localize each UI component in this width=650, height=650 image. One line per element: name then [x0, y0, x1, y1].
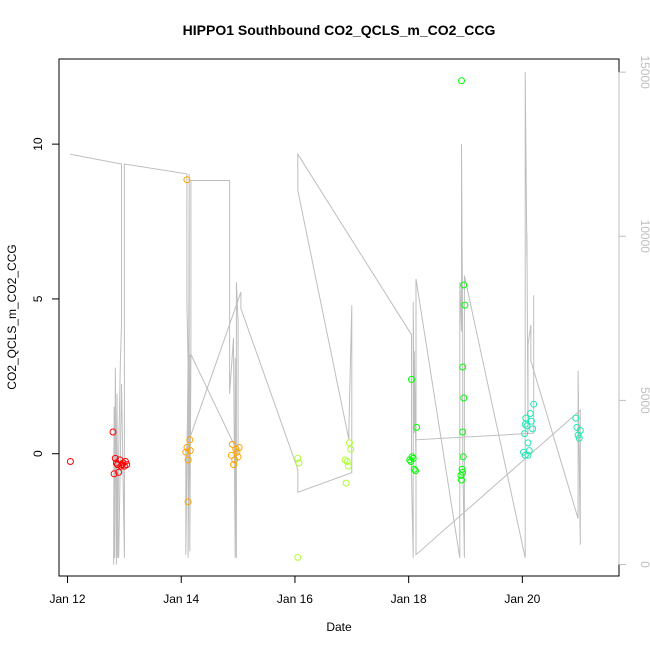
data-point: [413, 423, 421, 431]
data-point: [524, 439, 532, 447]
right-y-axis: 0 5000 10000 15000: [618, 55, 650, 568]
data-point: [342, 479, 350, 487]
data-point: [186, 436, 194, 444]
data-point: [115, 468, 123, 476]
data-point: [122, 458, 129, 465]
data-point: [186, 447, 194, 455]
data-point: [530, 400, 538, 408]
data-point: [294, 553, 302, 561]
data-point: [347, 445, 355, 453]
right-y-tick-label: 5000: [638, 387, 650, 414]
data-point: [522, 414, 530, 422]
data-point: [460, 394, 468, 402]
y-tick-label: 0: [31, 450, 45, 457]
data-point: [109, 428, 117, 436]
data-point: [523, 422, 531, 430]
data-point: [526, 410, 534, 417]
data-point: [521, 451, 529, 459]
y-axis-label: CO2_QCLS_m_CO2_CCG: [5, 244, 19, 389]
right-y-tick-label: 10000: [638, 220, 650, 254]
data-point: [408, 375, 415, 383]
data-point: [521, 430, 529, 438]
data-point: [459, 468, 467, 476]
data-point: [524, 451, 532, 459]
data-point: [343, 458, 351, 465]
data-point: [409, 454, 417, 462]
data-point: [412, 467, 419, 475]
x-tick-label: Jan 12: [50, 592, 86, 606]
altitude-line-layer: [70, 72, 581, 565]
data-point: [230, 461, 237, 469]
data-point: [294, 454, 302, 462]
data-point: [410, 465, 418, 473]
data-point: [576, 427, 584, 434]
data-point: [234, 453, 242, 461]
data-point: [111, 454, 119, 462]
x-axis-label: Date: [326, 620, 352, 634]
data-point: [110, 470, 118, 478]
data-point: [235, 444, 243, 451]
data-point: [227, 451, 235, 459]
data-point: [182, 448, 190, 456]
y-axis: 0 5 10: [31, 137, 60, 457]
data-point: [527, 417, 535, 425]
data-point: [232, 445, 240, 453]
data-point: [525, 447, 533, 455]
right-y-tick-label: 15000: [638, 55, 650, 89]
data-point: [459, 428, 467, 436]
data-point: [183, 176, 191, 184]
data-point: [295, 459, 303, 467]
data-point: [344, 462, 352, 470]
data-point: [575, 434, 583, 442]
data-point: [184, 456, 192, 464]
right-y-tick-label: 0: [638, 561, 650, 568]
data-point: [458, 77, 465, 85]
data-point: [459, 363, 467, 371]
data-point: [461, 301, 469, 309]
chart-title: HIPPO1 Southbound CO2_QCLS_m_CO2_CCG: [183, 22, 496, 38]
data-point: [460, 281, 468, 289]
y-tick-label: 5: [31, 295, 45, 302]
y-tick-label: 10: [31, 137, 45, 151]
data-point: [123, 461, 131, 469]
data-point: [572, 414, 580, 422]
data-point: [529, 425, 537, 433]
data-point: [459, 453, 467, 461]
x-axis: Jan 12 Jan 14 Jan 16 Jan 18 Jan 20: [50, 575, 541, 606]
x-tick-label: Jan 18: [391, 592, 427, 606]
x-tick-label: Jan 16: [277, 592, 313, 606]
data-points-layer: [66, 77, 584, 561]
data-point: [458, 476, 465, 484]
data-point: [184, 498, 192, 506]
x-tick-label: Jan 20: [504, 592, 540, 606]
altitude-line: [70, 72, 581, 565]
data-point: [408, 453, 416, 461]
data-point: [341, 456, 349, 464]
data-point: [66, 458, 74, 465]
data-point: [228, 440, 236, 448]
x-tick-label: Jan 14: [163, 592, 199, 606]
